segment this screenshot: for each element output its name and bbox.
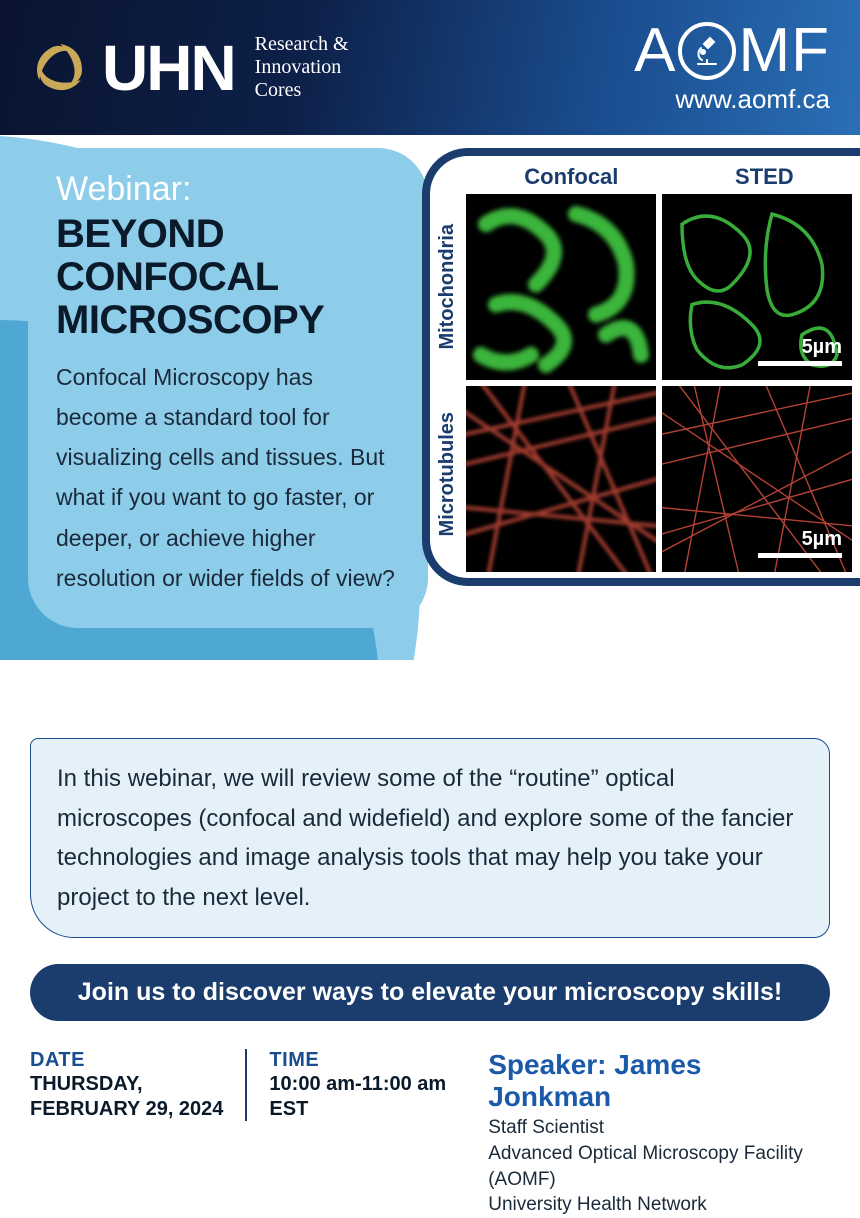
speaker-name: Speaker: James Jonkman [488,1049,830,1113]
aomf-letter-m: M [738,20,791,82]
uhn-swirl-icon [30,38,90,98]
cta-bar: Join us to discover ways to elevate your… [30,964,830,1021]
row-header-microtubules: Microtubules [436,412,459,536]
aomf-url: www.aomf.ca [634,84,830,115]
date-value-line1: THURSDAY, [30,1072,223,1097]
detail-bubble: In this webinar, we will review some of … [30,738,830,938]
uhn-wordmark: UHN [102,36,235,100]
scale-line-icon [758,361,842,366]
scale-label: 5µm [802,528,842,550]
divider-line [245,1049,247,1121]
scale-label: 5µm [802,336,842,358]
row-header-mitochondria: Mitochondria [436,224,459,350]
body-section: In this webinar, we will review some of … [0,660,860,1205]
date-label: DATE [30,1049,223,1072]
aomf-letter-f: F [791,20,830,82]
footer: DATE THURSDAY, FEBRUARY 29, 2024 TIME 10… [30,1049,830,1218]
uhn-sub-line1: Research & [255,33,349,56]
microscope-icon [678,22,736,80]
uhn-sub-line2: Innovation [255,56,349,79]
webinar-label: Webinar: [56,170,400,209]
speaker-org: Advanced Optical Microscopy Facility (AO… [488,1141,830,1192]
time-block: TIME 10:00 am-11:00 am EST [269,1049,446,1122]
aomf-logo-block: A M F www.aomf.ca [634,20,830,115]
date-block: DATE THURSDAY, FEBRUARY 29, 2024 [30,1049,223,1122]
uhn-logo-block: UHN Research & Innovation Cores [30,33,349,102]
image-grid: Mitochondria Microtubules [466,194,852,572]
scale-line-icon [758,553,842,558]
speaker-institution: University Health Network [488,1192,830,1218]
col-header-confocal: Confocal [524,164,618,190]
uhn-sub-line3: Cores [255,79,349,102]
scale-bar-top: 5µm [758,336,842,366]
scale-bar-bottom: 5µm [758,528,842,558]
img-tubule-sted: 5µm [662,386,852,572]
time-label: TIME [269,1049,446,1072]
img-mito-confocal [466,194,656,380]
microscopy-comparison-panel: Confocal STED Mitochondria Microtubules [422,148,860,586]
webinar-card: Webinar: BEYOND CONFOCAL MICROSCOPY Conf… [28,148,428,628]
img-mito-sted: 5µm [662,194,852,380]
time-value-line1: 10:00 am-11:00 am [269,1072,446,1097]
speaker-block: Speaker: James Jonkman Staff Scientist A… [488,1049,830,1218]
col-header-sted: STED [735,164,794,190]
speaker-title: Staff Scientist [488,1115,830,1141]
webinar-description: Confocal Microscopy has become a standar… [56,357,400,599]
uhn-subtitle: Research & Innovation Cores [255,33,349,102]
speaker-details: Staff Scientist Advanced Optical Microsc… [488,1115,830,1218]
header: UHN Research & Innovation Cores A [0,0,860,135]
date-value-line2: FEBRUARY 29, 2024 [30,1097,223,1122]
aomf-letter-a: A [634,20,676,82]
aomf-wordmark: A M F [634,20,830,82]
img-tubule-confocal [466,386,656,572]
webinar-title: BEYOND CONFOCAL MICROSCOPY [56,213,400,343]
column-headers: Confocal STED [466,164,852,190]
time-value-line2: EST [269,1097,446,1122]
